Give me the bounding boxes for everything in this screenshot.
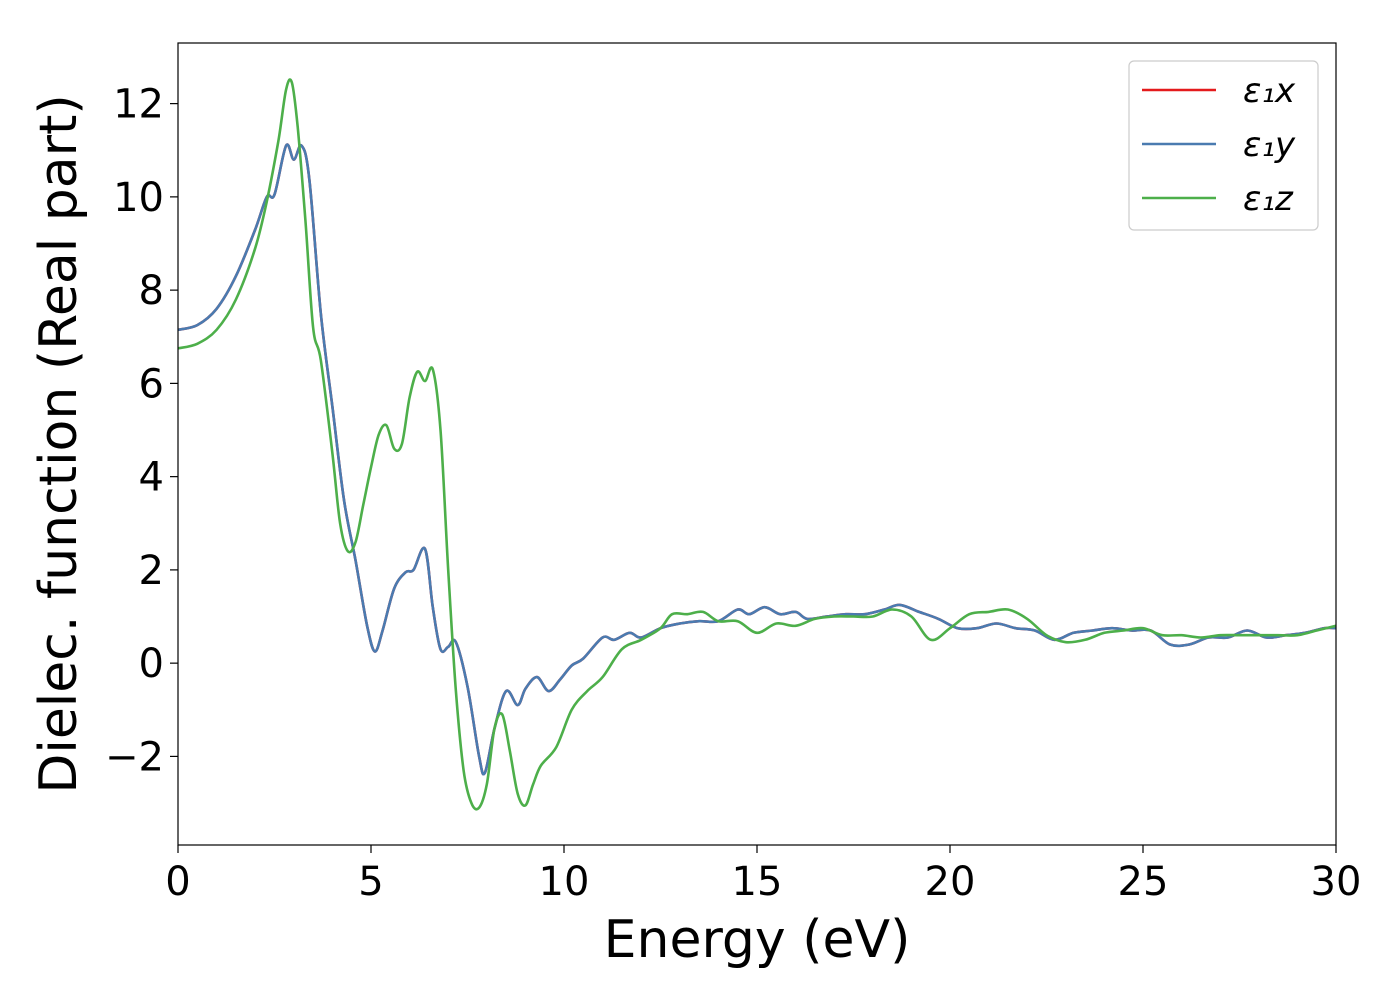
x-axis: 0 5 10 15 20 25 30 [165, 845, 1361, 905]
y-tick-label: 8 [139, 268, 164, 314]
y-tick-label: 12 [113, 82, 164, 128]
x-tick-label: 30 [1311, 859, 1362, 905]
legend-label-2: ε₁z [1243, 179, 1294, 219]
y-axis-title: Dielec. function (Real part) [29, 94, 89, 793]
x-tick-label: 20 [925, 859, 976, 905]
legend-box [1128, 60, 1319, 231]
y-tick-label: −2 [105, 734, 164, 780]
y-tick-label: 6 [139, 361, 164, 407]
y-axis: −2 0 2 4 6 8 10 12 [105, 82, 178, 780]
series-line-1 [178, 143, 1336, 776]
x-tick-label: 10 [539, 859, 590, 905]
legend: ε₁x ε₁y ε₁z [1128, 60, 1319, 231]
legend-label-0: ε₁x [1243, 71, 1296, 111]
x-axis-title: Energy (eV) [604, 910, 911, 970]
legend-label-1: ε₁y [1243, 125, 1296, 165]
series-line-2 [178, 78, 1336, 811]
y-tick-label: 10 [113, 175, 164, 221]
series-layer [178, 78, 1336, 811]
x-tick-label: 15 [732, 859, 783, 905]
y-tick-label: 4 [139, 455, 164, 501]
y-tick-label: 2 [139, 548, 164, 594]
x-tick-label: 0 [165, 859, 190, 905]
x-tick-label: 5 [358, 859, 383, 905]
x-tick-label: 25 [1118, 859, 1169, 905]
y-tick-label: 0 [139, 641, 164, 687]
